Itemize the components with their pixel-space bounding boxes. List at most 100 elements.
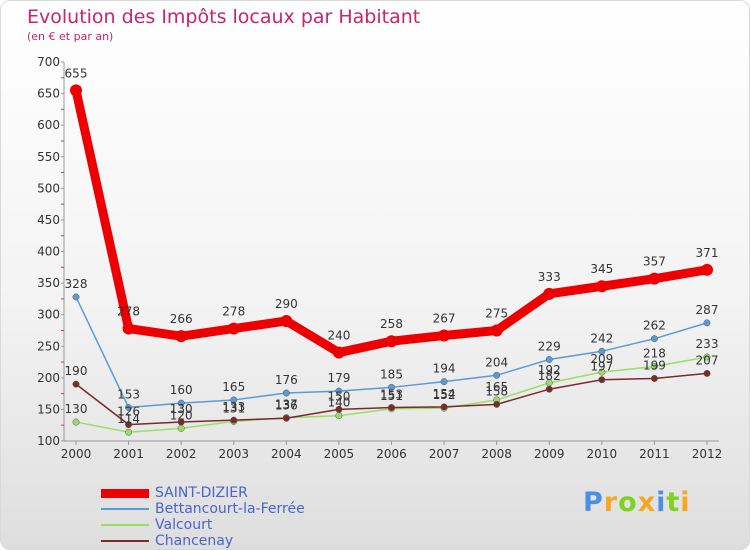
- data-label: 258: [380, 317, 403, 331]
- data-label: 130: [170, 402, 193, 416]
- data-label: 136: [275, 398, 298, 412]
- x-tick-label: 2000: [61, 447, 92, 461]
- data-label: 190: [65, 364, 88, 378]
- x-tick-label: 2008: [481, 447, 512, 461]
- logo-letter: o: [618, 487, 638, 518]
- logo-letter: P: [583, 487, 604, 518]
- data-point: [230, 396, 238, 404]
- data-label: 290: [275, 297, 298, 311]
- legend-swatch-chancenay: [101, 540, 149, 542]
- data-label: 114: [117, 412, 140, 426]
- data-point: [650, 335, 658, 343]
- data-label: 133: [222, 400, 245, 414]
- legend-swatch-valcourt: [101, 524, 149, 526]
- y-tick-label: 650: [37, 87, 60, 101]
- data-point: [701, 263, 713, 276]
- data-point: [545, 385, 553, 393]
- data-point: [543, 287, 556, 300]
- data-label: 152: [433, 388, 456, 402]
- data-label: 333: [538, 270, 561, 284]
- data-point: [335, 412, 343, 420]
- data-point: [72, 293, 80, 301]
- y-tick-label: 450: [37, 213, 60, 227]
- data-point: [177, 424, 185, 432]
- logo-letter: r: [603, 487, 619, 518]
- legend-swatch-bettancourt: [101, 508, 149, 510]
- data-label: 194: [433, 362, 456, 376]
- data-label: 192: [538, 363, 561, 377]
- data-label: 165: [222, 380, 245, 394]
- y-tick-label: 600: [37, 118, 60, 132]
- data-label: 233: [696, 337, 719, 351]
- data-point: [650, 363, 658, 370]
- data-label: 126: [117, 405, 140, 419]
- data-point: [490, 324, 503, 337]
- data-label: 176: [275, 373, 298, 387]
- legend: SAINT-DIZIER Bettancourt-la-Ferrée Valco…: [101, 485, 361, 549]
- x-tick-label: 2001: [113, 447, 144, 461]
- y-tick-label: 550: [37, 150, 60, 164]
- data-label: 278: [117, 305, 140, 319]
- data-label: 199: [643, 358, 666, 372]
- data-point: [177, 418, 185, 426]
- data-point: [598, 347, 606, 355]
- series-layer: [70, 84, 713, 436]
- legend-swatch-saint-dizier: [101, 488, 149, 498]
- data-point: [282, 389, 290, 397]
- data-point: [280, 314, 293, 327]
- data-label: 655: [65, 66, 88, 80]
- data-label: 130: [65, 402, 88, 416]
- data-point: [230, 416, 238, 424]
- y-tick-label: 350: [37, 276, 60, 290]
- legend-label-valcourt: Valcourt: [155, 517, 213, 533]
- x-tick-label: 2007: [429, 447, 460, 461]
- data-label: 153: [117, 388, 140, 402]
- data-point: [125, 428, 133, 436]
- data-point: [122, 322, 135, 335]
- data-label: 153: [380, 388, 403, 402]
- chart-subtitle: (en € et par an): [27, 30, 114, 43]
- data-label: 158: [485, 384, 508, 398]
- y-tick-label: 250: [37, 339, 60, 353]
- data-label: 150: [327, 389, 350, 403]
- x-tick-label: 2010: [587, 447, 618, 461]
- data-label: 357: [643, 255, 666, 269]
- data-point: [332, 346, 345, 359]
- data-label: 266: [170, 312, 193, 326]
- x-tick-label: 2012: [692, 447, 723, 461]
- chart-axes: 100 150 200 250 300 350 400 450 500 550 600 650 700 2…: [37, 55, 722, 461]
- legend-label-chancenay: Chancenay: [155, 533, 234, 549]
- x-tick-label: 2003: [218, 447, 249, 461]
- data-label: 287: [696, 303, 719, 317]
- data-point: [598, 368, 606, 376]
- legend-label-bettancourt: Bettancourt-la-Ferrée: [155, 501, 305, 517]
- data-label: 151: [380, 389, 403, 403]
- data-label: 240: [327, 329, 350, 343]
- data-labels-layer: 655 278 266 278 290 240 258 267 275 333 345 357 371 3…: [65, 66, 719, 426]
- data-point: [440, 378, 448, 386]
- data-label: 160: [170, 383, 193, 397]
- data-point: [703, 319, 711, 327]
- data-label: 242: [590, 331, 613, 345]
- data-label: 267: [433, 312, 456, 326]
- legend-item-valcourt: Valcourt: [101, 517, 361, 533]
- data-label: 154: [433, 387, 456, 401]
- data-point: [440, 403, 448, 411]
- data-label: 185: [380, 367, 403, 381]
- data-point: [70, 84, 82, 97]
- logo-letter: i: [680, 487, 691, 518]
- data-point: [703, 369, 711, 377]
- data-point: [385, 335, 398, 348]
- y-tick-label: 500: [37, 181, 60, 195]
- y-tick-label: 300: [37, 308, 60, 322]
- data-point: [72, 418, 80, 426]
- data-label: 120: [170, 408, 193, 422]
- data-point: [175, 330, 188, 343]
- y-tick-label: 150: [37, 402, 60, 416]
- data-label: 275: [485, 306, 508, 320]
- data-point: [703, 353, 711, 361]
- data-point: [438, 329, 451, 342]
- data-label: 207: [696, 353, 719, 367]
- data-point: [335, 405, 343, 413]
